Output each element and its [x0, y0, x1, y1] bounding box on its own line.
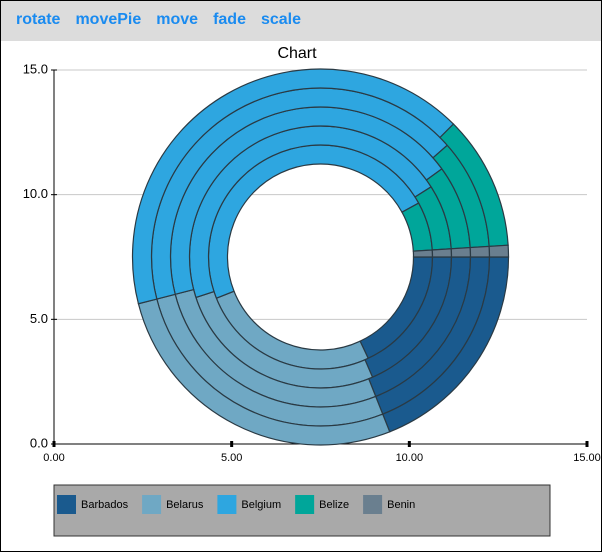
legend-label: Barbados	[81, 499, 129, 511]
ring-segment	[488, 244, 510, 258]
legend-label: Benin	[387, 499, 415, 511]
toolbar-button[interactable]: movePie	[75, 11, 142, 28]
legend-swatch	[57, 495, 76, 514]
legend-label: Belgium	[241, 499, 281, 511]
y-tick-label: 10.0	[23, 186, 48, 201]
legend-swatch	[363, 495, 383, 514]
x-tick-label: 5.00	[221, 452, 242, 464]
toolbar-button[interactable]: fade	[213, 11, 246, 28]
x-tick-label: 15.00	[573, 452, 601, 464]
ring-segment	[469, 245, 491, 258]
toolbar-button[interactable]: scale	[260, 11, 302, 28]
legend-swatch	[142, 495, 162, 514]
chart-title: Chart	[277, 45, 317, 62]
x-tick-label: 0.00	[43, 452, 64, 464]
toolbar: rotate movePie move fade scale	[1, 1, 601, 41]
x-tick-label: 10.00	[396, 452, 424, 464]
y-tick-label: 5.0	[30, 311, 48, 326]
legend-label: Belarus	[166, 499, 204, 511]
legend-label: Belize	[319, 499, 349, 511]
legend-swatch	[295, 495, 315, 514]
y-tick-label: 15.0	[23, 61, 48, 76]
ring-segment	[450, 246, 472, 258]
legend-swatch	[217, 495, 237, 514]
ring-segment	[412, 249, 434, 258]
ring-segment	[431, 248, 453, 258]
y-tick-label: 0.0	[30, 435, 48, 450]
toolbar-button[interactable]: move	[156, 11, 199, 28]
toolbar-button[interactable]: rotate	[16, 11, 61, 28]
